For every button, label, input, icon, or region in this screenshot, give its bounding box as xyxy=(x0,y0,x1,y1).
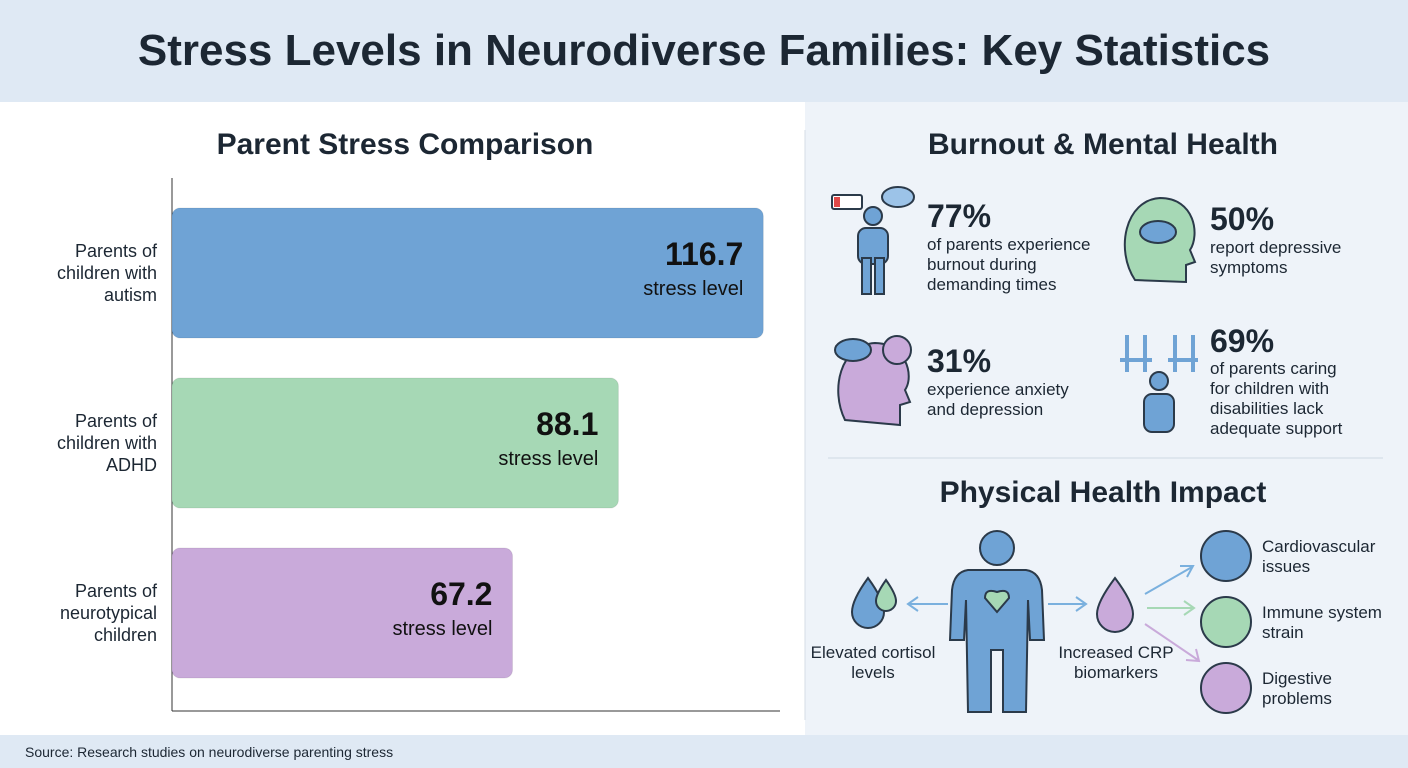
bar xyxy=(171,207,764,339)
title: Stress Levels in Neurodiverse Families: … xyxy=(0,0,1408,102)
value-caption: stress level xyxy=(643,278,743,300)
outcome-label: Cardiovascular issues xyxy=(1262,537,1376,576)
chart-title: Parent Stress Comparison xyxy=(216,128,594,161)
source: Source: Research studies on neurodiverse… xyxy=(25,744,394,760)
bar xyxy=(171,377,619,509)
outcome-label: Digestive problems xyxy=(1262,669,1332,708)
stat-text: of parents experience burnout during dem… xyxy=(927,235,1091,294)
stat-value: 77% xyxy=(927,198,992,234)
outcome-label: Immune system strain xyxy=(1262,603,1382,642)
section-title: Physical Health Impact xyxy=(939,476,1267,509)
stat-value: 50% xyxy=(1210,201,1275,237)
stat-text: experience anxiety and depression xyxy=(927,380,1069,419)
footer xyxy=(0,735,1408,768)
value-label: 116.7 xyxy=(665,236,743,272)
stat-value: 69% xyxy=(1210,323,1275,359)
stat-value: 31% xyxy=(927,343,992,379)
value-label: 67.2 xyxy=(430,576,492,612)
category-label: Parents of neurotypical children xyxy=(59,581,157,645)
value-caption: stress level xyxy=(392,618,492,640)
stat-text: of parents caring for children with disa… xyxy=(1210,359,1343,438)
value-caption: stress level xyxy=(498,448,598,470)
marker-label: Elevated cortisol levels xyxy=(810,643,936,682)
category-label: Parents of children with autism xyxy=(56,241,157,305)
marker-label: Increased CRP biomarkers xyxy=(1058,643,1174,682)
bar xyxy=(171,547,513,679)
section-title: Burnout & Mental Health xyxy=(928,128,1278,161)
stat-text: report depressive symptoms xyxy=(1210,238,1342,277)
icons xyxy=(831,186,1252,714)
value-label: 88.1 xyxy=(536,406,598,442)
category-label: Parents of children with ADHD xyxy=(56,411,157,475)
